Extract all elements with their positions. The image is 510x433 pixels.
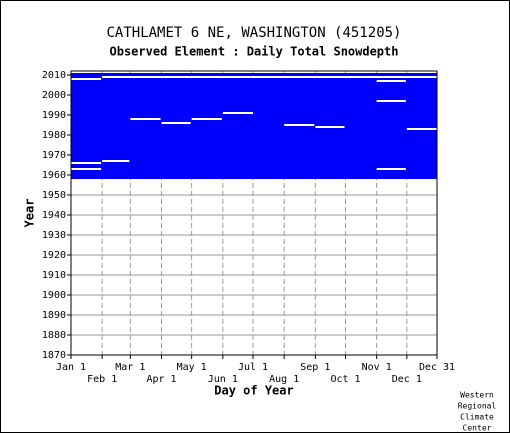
y-tick-label: 1940 — [42, 210, 66, 221]
y-tick-label: 1890 — [42, 310, 66, 321]
missing-gap — [376, 100, 406, 102]
missing-gap — [130, 118, 161, 120]
y-tick-label: 1900 — [42, 290, 66, 301]
x-tick-label: Dec 1 — [392, 374, 422, 385]
missing-gap — [71, 162, 102, 164]
missing-gap — [222, 112, 253, 114]
x-tick-label: Jun 1 — [208, 374, 238, 385]
y-tick-label: 1970 — [42, 150, 66, 161]
x-tick-label: Aug 1 — [269, 374, 299, 385]
missing-gap — [71, 78, 102, 80]
x-tick-label: Jan 1 — [56, 362, 86, 373]
y-tick-label: 1990 — [42, 110, 66, 121]
y-tick-label: 1870 — [42, 350, 66, 361]
footer-text: Western — [460, 391, 494, 400]
y-tick-label: 2000 — [42, 90, 66, 101]
plot-border — [70, 70, 438, 356]
missing-gap — [102, 76, 438, 78]
missing-gap — [406, 128, 437, 130]
missing-gap — [161, 122, 191, 124]
x-tick-label: Nov 1 — [362, 362, 392, 373]
missing-gap — [376, 80, 406, 82]
y-axis-label: Year — [23, 199, 37, 228]
x-tick-label: Dec 31 — [419, 362, 455, 373]
x-tick-label: Feb 1 — [87, 374, 117, 385]
y-tick-label: 1910 — [42, 270, 66, 281]
missing-gap — [102, 160, 130, 162]
footer-text: Regional — [458, 402, 497, 411]
chart-subtitle: Observed Element : Daily Total Snowdepth — [110, 45, 399, 59]
y-tick-label: 1920 — [42, 250, 66, 261]
x-tick-label: Mar 1 — [115, 362, 145, 373]
y-tick-label: 2010 — [42, 70, 66, 81]
y-tick-label: 1950 — [42, 190, 66, 201]
x-tick-label: Sep 1 — [300, 362, 330, 373]
missing-gap — [71, 168, 102, 170]
y-tick-label: 1980 — [42, 130, 66, 141]
x-tick-label: Oct 1 — [330, 374, 360, 385]
missing-gap — [315, 126, 345, 128]
x-tick-label: Jul 1 — [238, 362, 268, 373]
footer-text: Center — [463, 424, 492, 433]
missing-gap — [191, 118, 222, 120]
footer-text: Climate — [460, 413, 494, 422]
y-tick-label: 1960 — [42, 170, 66, 181]
chart-title: CATHLAMET 6 NE, WASHINGTON (451205) — [106, 25, 401, 41]
y-tick-label: 1880 — [42, 330, 66, 341]
missing-gap — [376, 168, 406, 170]
x-tick-label: Apr 1 — [146, 374, 176, 385]
data-coverage — [71, 73, 437, 179]
x-tick-label: May 1 — [177, 362, 207, 373]
y-tick-label: 1930 — [42, 230, 66, 241]
missing-gap — [284, 124, 315, 126]
x-axis-label: Day of Year — [214, 384, 293, 398]
